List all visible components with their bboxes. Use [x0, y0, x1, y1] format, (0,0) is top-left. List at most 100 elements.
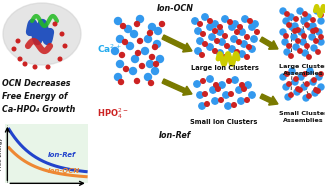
Circle shape	[297, 8, 303, 14]
Circle shape	[131, 30, 137, 37]
Circle shape	[318, 84, 324, 90]
Circle shape	[58, 57, 62, 61]
Circle shape	[195, 48, 201, 54]
Circle shape	[18, 57, 22, 61]
Circle shape	[289, 24, 295, 30]
Circle shape	[213, 49, 217, 53]
Circle shape	[201, 32, 205, 36]
Circle shape	[242, 16, 248, 22]
Circle shape	[280, 29, 286, 35]
Circle shape	[251, 36, 257, 42]
Circle shape	[139, 64, 145, 68]
Circle shape	[305, 23, 309, 27]
Circle shape	[247, 45, 251, 49]
Circle shape	[194, 81, 200, 87]
Circle shape	[307, 55, 311, 59]
Circle shape	[153, 40, 161, 47]
Text: Small Ion Clusters: Small Ion Clusters	[190, 119, 258, 125]
Circle shape	[302, 50, 308, 56]
Circle shape	[207, 44, 213, 50]
Circle shape	[207, 76, 213, 82]
Circle shape	[311, 29, 315, 33]
Circle shape	[123, 40, 127, 44]
Text: OCN Decreases
Free Energy of
Ca-HPO₄ Growth: OCN Decreases Free Energy of Ca-HPO₄ Gro…	[2, 79, 75, 114]
Circle shape	[129, 67, 136, 74]
Circle shape	[229, 92, 233, 96]
Circle shape	[288, 14, 294, 20]
Circle shape	[311, 18, 315, 22]
Circle shape	[150, 54, 154, 60]
Circle shape	[298, 29, 304, 35]
Circle shape	[303, 72, 307, 76]
Circle shape	[219, 82, 225, 88]
Circle shape	[307, 24, 313, 30]
Circle shape	[311, 45, 317, 51]
Circle shape	[132, 56, 138, 63]
Circle shape	[222, 16, 228, 22]
Circle shape	[307, 68, 313, 74]
Circle shape	[305, 44, 309, 48]
Circle shape	[241, 41, 247, 47]
Circle shape	[197, 38, 203, 44]
Circle shape	[152, 44, 158, 50]
Circle shape	[302, 34, 306, 38]
Circle shape	[307, 94, 311, 98]
Circle shape	[213, 29, 217, 33]
Circle shape	[248, 19, 252, 23]
Circle shape	[63, 44, 67, 48]
Circle shape	[249, 46, 255, 52]
Circle shape	[232, 21, 238, 27]
Circle shape	[287, 44, 291, 48]
Circle shape	[126, 43, 134, 50]
Circle shape	[300, 39, 306, 45]
Circle shape	[149, 81, 153, 85]
Text: Ion-OCN: Ion-OCN	[48, 168, 80, 174]
Circle shape	[116, 60, 124, 67]
Circle shape	[147, 60, 153, 67]
Circle shape	[314, 8, 320, 14]
Circle shape	[229, 24, 235, 30]
FancyArrow shape	[162, 79, 192, 95]
Circle shape	[120, 53, 124, 57]
Circle shape	[319, 72, 323, 76]
Circle shape	[316, 29, 322, 35]
Circle shape	[285, 72, 289, 76]
Circle shape	[298, 88, 302, 92]
Circle shape	[239, 51, 245, 57]
Circle shape	[289, 93, 293, 97]
Circle shape	[284, 34, 288, 38]
FancyArrow shape	[162, 35, 192, 52]
Circle shape	[294, 77, 298, 81]
Circle shape	[303, 95, 309, 101]
Circle shape	[12, 47, 16, 51]
Text: HPO$_4^{2-}$: HPO$_4^{2-}$	[97, 107, 128, 122]
Circle shape	[312, 90, 318, 96]
Circle shape	[312, 78, 316, 82]
Circle shape	[219, 39, 225, 45]
Circle shape	[305, 82, 309, 86]
Circle shape	[301, 18, 307, 24]
Circle shape	[223, 92, 229, 98]
Circle shape	[289, 54, 293, 58]
Circle shape	[316, 50, 320, 54]
Circle shape	[287, 82, 291, 86]
Circle shape	[200, 53, 204, 57]
Circle shape	[210, 87, 216, 93]
Circle shape	[314, 39, 318, 43]
Circle shape	[214, 83, 218, 87]
Circle shape	[202, 14, 208, 20]
Circle shape	[16, 39, 20, 43]
Circle shape	[216, 87, 220, 91]
Circle shape	[255, 30, 259, 34]
Circle shape	[283, 84, 289, 90]
Circle shape	[245, 98, 249, 102]
Circle shape	[201, 79, 205, 83]
Circle shape	[119, 80, 124, 84]
Circle shape	[314, 88, 318, 92]
Circle shape	[303, 12, 307, 16]
Circle shape	[53, 22, 57, 26]
Circle shape	[195, 28, 201, 34]
Circle shape	[205, 102, 209, 106]
Circle shape	[124, 26, 132, 33]
Circle shape	[285, 12, 289, 16]
